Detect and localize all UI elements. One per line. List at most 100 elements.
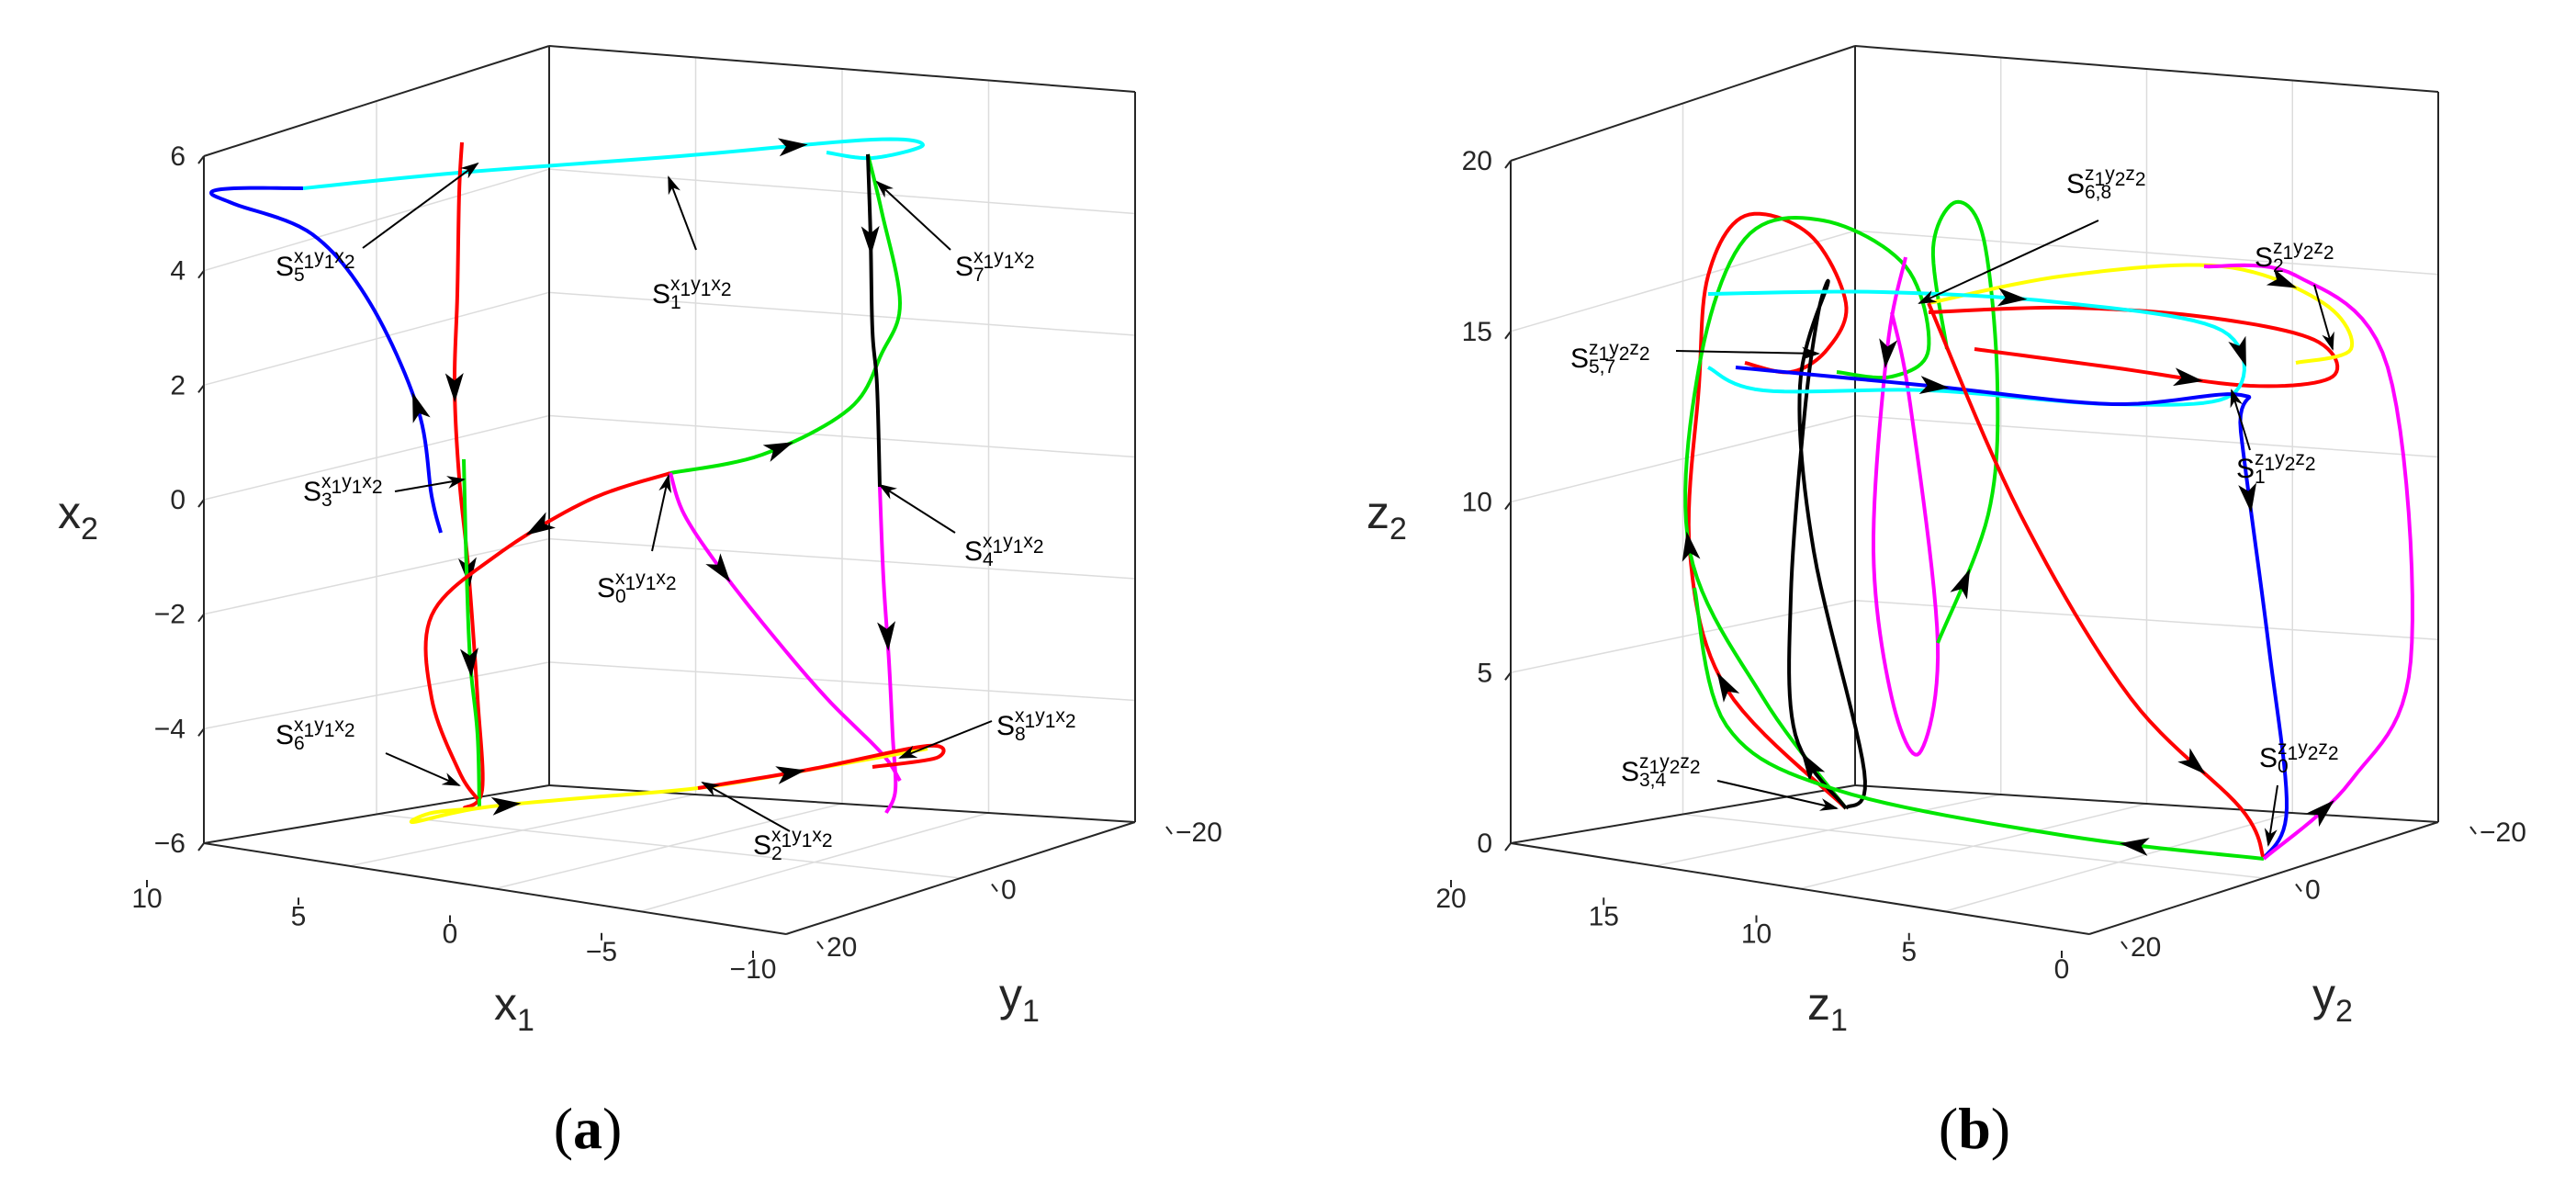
annotation-sup-sub: 1: [2265, 454, 2276, 475]
trajectory-red-down: [1927, 302, 2266, 860]
direction-arrow: [2266, 267, 2298, 288]
annotation-sup-sub: 1: [332, 477, 343, 498]
direction-arrow: [1716, 671, 1740, 703]
annotation-mid-sub: 1: [646, 573, 657, 594]
axis-line: [203, 842, 787, 935]
tick-label: −5: [586, 937, 617, 967]
annotation-tail: z: [1680, 751, 1690, 772]
annotation-arrow: [651, 474, 671, 552]
annotation-label: Sx1y1x2 3: [303, 471, 383, 511]
direction-arrow: [444, 373, 464, 403]
trajectory-black-right: [866, 153, 882, 488]
annotation-mid-sub: 2: [1670, 757, 1681, 778]
axis-title-z: z2: [1367, 487, 1407, 547]
annotation-tail-sub: 2: [372, 477, 383, 498]
annotation-arrow: [385, 752, 461, 786]
direction-arrow: [1918, 376, 1950, 394]
annotation-label: Sx1y1x2 7: [955, 246, 1035, 286]
annotation-tail: x: [362, 471, 372, 492]
annotation-mid-sub: 1: [802, 830, 813, 851]
axis-line: [1854, 45, 2439, 93]
tick-label: −4: [154, 714, 186, 744]
annotation-label: Sz1y2z2 1: [2236, 448, 2316, 488]
axis-name: y: [2312, 969, 2335, 1020]
annotation-sup-sub: 1: [984, 252, 995, 273]
axis-line: [785, 821, 1136, 935]
direction-arrow: [2119, 838, 2150, 856]
axis-title-x: x1: [494, 978, 534, 1038]
tick-label: 0: [2305, 875, 2321, 906]
annotation-tail: x: [711, 274, 721, 295]
annotation-tail-sub: 2: [344, 720, 355, 741]
annotation-subscript: 6,8: [2085, 182, 2111, 203]
annotation-subscript: 3,4: [1639, 770, 1667, 791]
annotation-sup: z: [2278, 738, 2288, 759]
tick-mark: [1504, 331, 1512, 340]
tick-label: 5: [1477, 658, 1492, 688]
panel-label-b: (b): [1939, 1096, 2010, 1161]
annotation-mid: y: [1659, 751, 1670, 772]
annotation-label: Sx1y1x2 1: [652, 274, 732, 313]
annotation-arrow: [2264, 784, 2278, 847]
direction-arrow: [2228, 335, 2246, 367]
axis-name: z: [1807, 978, 1830, 1030]
annotation-arrow: [898, 720, 993, 759]
annotation-mid-sub: 2: [2303, 242, 2314, 264]
axis-line: [1510, 842, 2090, 935]
annotation-sup-sub: 1: [2288, 743, 2299, 764]
tick-mark: [991, 883, 998, 893]
annotation-sup-sub: 1: [2283, 242, 2294, 264]
tick-mark: [197, 270, 205, 279]
annotation-mid-sub: 1: [324, 720, 335, 741]
tick-label: −20: [1176, 817, 1222, 848]
annotation-sup-sub: 1: [304, 720, 315, 741]
annotation-sup: z: [2273, 237, 2283, 258]
annotation-mid: y: [1003, 531, 1013, 552]
annotation-label: Sx1y1x2 5: [276, 246, 355, 286]
axis-title-y: y2: [2312, 969, 2353, 1029]
annotation-base: S: [652, 279, 670, 310]
annotation-tail: x: [1023, 531, 1033, 552]
annotation-label: Sx1y1x2 6: [276, 715, 355, 754]
axis-line: [1854, 784, 2439, 823]
direction-arrow: [762, 442, 794, 462]
grid-line: [376, 813, 962, 879]
tick-mark: [2120, 941, 2128, 950]
direction-arrow: [412, 392, 431, 423]
trajectory-red-left: [452, 141, 485, 810]
annotation-sup: x: [321, 471, 332, 492]
annotation-arrow: [2230, 389, 2251, 451]
axis-title-y: y1: [999, 969, 1040, 1029]
tick-mark: [1165, 826, 1173, 835]
annotation-label: Sx1y1x2 0: [597, 568, 677, 607]
tick-mark: [197, 384, 205, 393]
tick-label: 5: [1901, 937, 1917, 967]
annotation-arrow: [362, 162, 479, 249]
tick-label: −20: [2480, 817, 2526, 848]
annotation-mid: y: [2293, 237, 2303, 258]
annotation-base: S: [2255, 242, 2273, 273]
annotation-base: S: [276, 720, 294, 750]
axis-line: [203, 45, 550, 157]
annotation-tail: z: [2318, 738, 2328, 759]
annotation-subscript: 5,7: [1589, 356, 1615, 378]
tick-mark: [2469, 826, 2477, 835]
annotation-mid: y: [792, 825, 802, 846]
annotation-mid-sub: 2: [2115, 169, 2126, 190]
annotation-subscript: 0: [615, 586, 626, 607]
axis-line: [1510, 784, 1856, 844]
annotation-tail-sub: 2: [1690, 757, 1701, 778]
trajectory-cyan: [302, 137, 925, 190]
tick-label: 6: [170, 141, 186, 172]
annotation-label: Sz1y2z2 6,8: [2066, 163, 2146, 203]
annotation-tail-sub: 2: [1033, 536, 1044, 558]
annotation-tail: z: [1629, 338, 1639, 359]
annotation-sup: z: [1639, 751, 1649, 772]
trajectory-blue-top: [1735, 366, 2289, 861]
annotation-sup-sub: 1: [304, 252, 315, 273]
direction-arrow: [1997, 287, 2028, 307]
direction-arrow: [877, 621, 896, 651]
axis-name: x: [58, 487, 81, 538]
annotation-arrow: [394, 476, 466, 492]
